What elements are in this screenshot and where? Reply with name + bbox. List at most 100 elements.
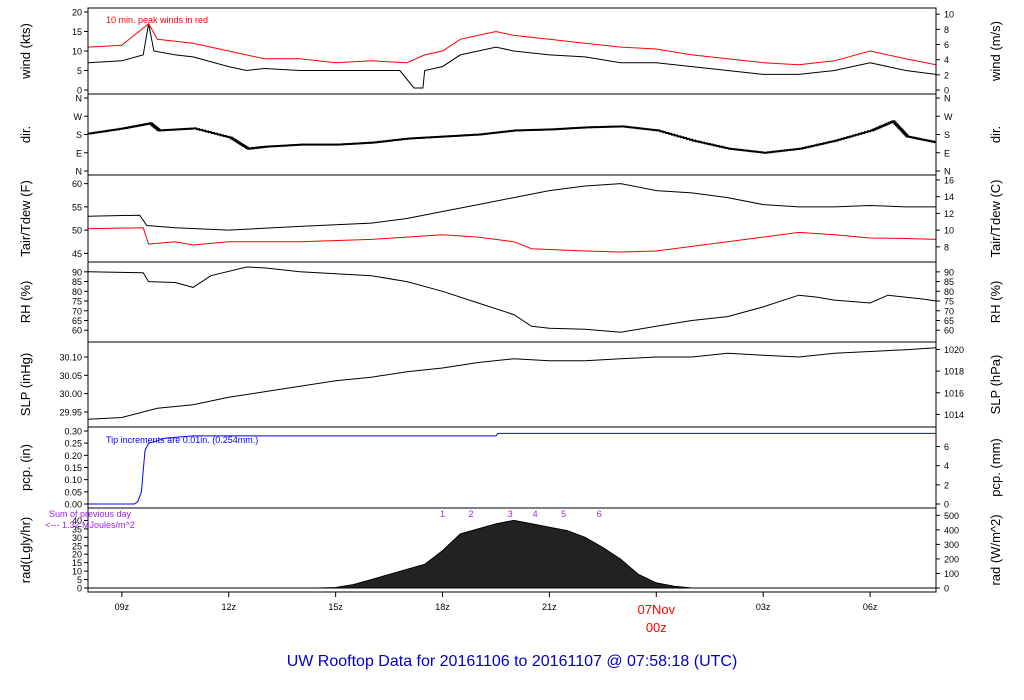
date-label: 07Nov (638, 602, 676, 617)
dir-point (789, 148, 794, 151)
dir-point (308, 143, 313, 146)
ytick-label-right: 80 (944, 287, 954, 297)
panel-5: 29.95 30.00 30.05 30.10 1014 1016 1018 1020 SLP … (18, 341, 1003, 428)
dir-point (294, 144, 299, 146)
dir-point (99, 130, 104, 133)
ytick-label-right: 10 (944, 10, 954, 20)
dir-point (371, 141, 376, 144)
ytick-label-right: 1014 (944, 410, 964, 420)
ytick-label-left: N (76, 94, 83, 104)
dir-point (383, 140, 388, 143)
dir-point (599, 126, 604, 128)
ytick-label-right: 4 (944, 55, 949, 65)
peak-wind-note: 10 min. peak winds in red (106, 15, 208, 25)
dir-point (920, 138, 925, 141)
slp-series (88, 347, 936, 420)
ytick-label-right: 1016 (944, 388, 964, 398)
dir-point (175, 128, 180, 131)
chart-title: UW Rooftop Data for 20161106 to 20161107… (287, 653, 738, 670)
ytick-label-left: 5 (77, 66, 82, 76)
ytick-label-right: 8 (944, 25, 949, 35)
dir-point (602, 125, 607, 128)
dir-point (843, 137, 848, 139)
dir-point (769, 151, 774, 154)
dir-point (386, 139, 391, 142)
ytick-label-right: N (944, 167, 951, 177)
dir-point (626, 126, 631, 129)
dir-point (733, 148, 738, 151)
xtick-label: 18z (435, 602, 450, 612)
dir-point (160, 129, 165, 132)
dir-point (858, 132, 863, 135)
dir-point (742, 149, 747, 152)
dir-point (892, 121, 897, 124)
dir-point (611, 125, 616, 128)
panel-frame (87, 341, 937, 428)
dir-point (650, 128, 655, 131)
tip-increment-note: Tip increments are 0.01in. (0.254mm.) (106, 435, 258, 445)
dir-point (674, 134, 679, 137)
dir-point (208, 131, 212, 134)
dir-point (93, 131, 98, 134)
hour-marker: 5 (561, 509, 566, 519)
dir-point (484, 132, 489, 135)
dir-point (632, 126, 637, 129)
dir-point (867, 130, 872, 133)
dir-point (445, 135, 450, 138)
radiation-area (88, 519, 936, 589)
dir-point (567, 127, 572, 130)
ytick-label-left: 30 (72, 533, 82, 543)
dir-point (748, 150, 753, 153)
ylabel-left: SLP (inHg) (18, 353, 33, 416)
ytick-label-left: N (76, 167, 83, 177)
dir-point (709, 143, 714, 146)
ytick-label-right: 2 (944, 480, 949, 490)
ytick-label-right: 8 (944, 242, 949, 252)
dir-point (531, 128, 536, 131)
dir-point (282, 144, 287, 147)
dir-point (837, 138, 842, 141)
dir-point (457, 134, 462, 137)
dir-point (213, 132, 218, 135)
xtick-label: 12z (221, 602, 236, 612)
ytick-label-left: 80 (72, 287, 82, 297)
dir-point (196, 128, 201, 131)
dir-point (187, 127, 192, 130)
dir-point (88, 132, 92, 135)
dir-point (326, 143, 331, 146)
dir-point (350, 142, 355, 145)
dir-point (786, 149, 791, 151)
dir-point (291, 144, 296, 147)
dir-point (496, 131, 500, 134)
dir-point (463, 134, 468, 137)
dir-point (614, 125, 619, 128)
panel-frame (87, 174, 937, 263)
dir-point (766, 151, 771, 154)
dir-point (891, 120, 896, 123)
ytick-label-left: 0.00 (64, 500, 82, 510)
dir-point (264, 145, 269, 148)
ytick-label-left: 5 (77, 575, 82, 585)
dir-series (88, 120, 936, 154)
dir-point (90, 132, 95, 135)
dir-point (558, 127, 563, 130)
hour-marker: 4 (533, 509, 538, 519)
dir-point (113, 128, 118, 131)
dir-point (751, 150, 756, 153)
dir-point (418, 136, 423, 139)
dir-point (436, 135, 441, 138)
panel-frame (87, 507, 937, 593)
dir-point (849, 135, 854, 138)
dir-point (305, 143, 310, 146)
ytick-label-left: 15 (72, 27, 82, 37)
dir-point (534, 128, 539, 131)
xtick-label: 15z (328, 602, 343, 612)
dir-point (925, 139, 930, 142)
dir-point (730, 148, 735, 150)
dir-point (807, 145, 812, 148)
ytick-label-right: 100 (944, 569, 959, 579)
dir-point (478, 133, 483, 136)
dir-point (472, 133, 477, 136)
dir-point (303, 143, 307, 146)
dir-point (510, 129, 515, 132)
